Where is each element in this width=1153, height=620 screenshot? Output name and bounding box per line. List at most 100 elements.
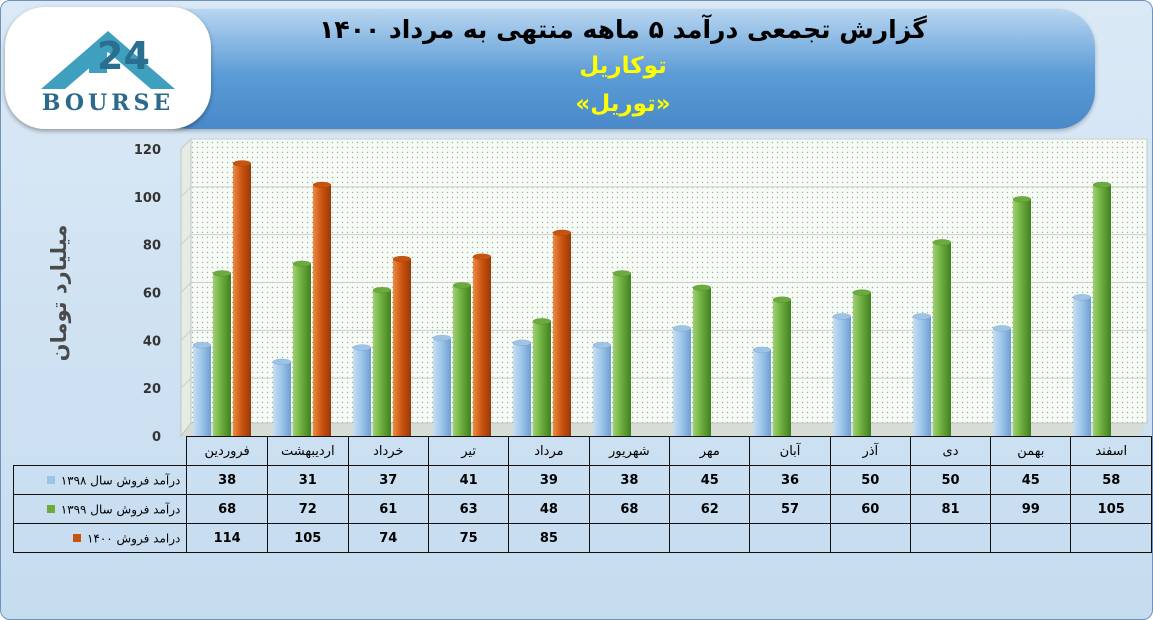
bar: [472, 253, 492, 436]
svg-text:24: 24: [97, 34, 150, 78]
data-label: 36: [749, 465, 831, 495]
bar-cap: [772, 296, 792, 303]
category-row: فروردین اردیبهشت خرداد تیر مرداد شهریور …: [13, 436, 1152, 466]
bar-cap: [532, 317, 552, 325]
data-label: 60: [829, 494, 911, 524]
bourse-logo-icon: 24 BOURSE: [41, 31, 175, 116]
legend-swatch: [46, 476, 55, 485]
category-label: دی: [909, 436, 992, 466]
bar: [192, 341, 212, 436]
bar-body: [313, 184, 331, 436]
bar-cap: [272, 358, 292, 366]
data-label: 48: [508, 494, 590, 524]
y-tick-label: 120: [134, 143, 161, 158]
category-label: آذر: [829, 436, 911, 466]
bar: [372, 286, 392, 436]
bar: [592, 341, 612, 436]
bar-cap: [212, 270, 232, 277]
bar-cap: [312, 181, 332, 189]
legend-text: درامد فروش ۱۴۰۰: [86, 531, 181, 546]
bar-cap: [932, 239, 952, 246]
data-label: 58: [1070, 465, 1152, 495]
data-label: 72: [266, 494, 349, 524]
chart-subtitle-1: توکاریل: [579, 53, 667, 79]
bar-cap: [472, 253, 492, 260]
bar-body: [513, 342, 531, 436]
legend-swatch: [46, 505, 55, 514]
data-label: [909, 523, 992, 553]
data-label: 41: [427, 465, 510, 495]
bar: [612, 270, 632, 436]
bar: [552, 229, 572, 436]
legend-swatch: [73, 534, 82, 543]
bar-cap: [432, 334, 452, 342]
bar: [392, 255, 412, 436]
bar-cap: [352, 344, 372, 351]
legend-entry-1400: درامد فروش ۱۴۰۰: [12, 523, 188, 553]
bar-cap: [692, 284, 712, 291]
bar: [832, 313, 852, 436]
legend-entry-1398: درآمد فروش سال ۱۳۹۸: [12, 465, 188, 495]
data-label: 114: [186, 523, 268, 553]
data-label: 68: [186, 494, 268, 524]
data-label: 45: [990, 465, 1072, 495]
bar-body: [373, 290, 391, 436]
y-tick-label: 40: [143, 334, 161, 349]
chart-floor: [181, 423, 1147, 436]
y-axis-label: میلیارد تومان: [47, 224, 71, 362]
data-label: 105: [1070, 494, 1152, 524]
y-tick-labels: 0 20 40 60 80 100 120: [134, 143, 161, 441]
bar-body: [1013, 199, 1031, 436]
logo-text: BOURSE: [42, 90, 174, 116]
bar-body: [393, 259, 411, 436]
bar: [672, 325, 692, 436]
bar: [432, 334, 452, 436]
bar-body: [533, 321, 551, 436]
bar: [752, 346, 772, 436]
gridline: [180, 329, 192, 341]
bar-body: [213, 273, 231, 436]
bar: [292, 260, 312, 436]
bar: [512, 339, 532, 436]
bar: [212, 270, 232, 436]
data-label: [749, 523, 831, 553]
bar-body: [773, 299, 791, 436]
bars: [192, 160, 1112, 436]
bar-body: [673, 328, 691, 436]
bar: [272, 358, 292, 436]
bar-body: [553, 232, 571, 436]
table-corner: [13, 436, 188, 466]
bar-cap: [592, 341, 612, 349]
bar-body: [693, 287, 711, 436]
data-label: 38: [186, 465, 268, 495]
legend-text: درآمد فروش سال ۱۳۹۸: [60, 473, 181, 488]
bar-body: [353, 347, 371, 436]
data-label: [829, 523, 911, 553]
bar-cap: [612, 270, 632, 277]
bar-cap: [392, 255, 412, 263]
bar: [1012, 195, 1032, 436]
bar-body: [433, 337, 451, 436]
bar: [692, 284, 712, 436]
bar-body: [833, 316, 851, 436]
category-label: خرداد: [347, 436, 430, 466]
category-label: اسفند: [1070, 436, 1152, 466]
category-label: مرداد: [508, 436, 590, 466]
data-label: [588, 523, 671, 553]
bar-cap: [1092, 181, 1112, 189]
data-label: 39: [508, 465, 590, 495]
y-tick-label: 0: [152, 430, 161, 441]
data-label: 50: [909, 465, 992, 495]
bar-body: [1073, 297, 1091, 436]
gridline: [180, 377, 192, 389]
bar-body: [293, 263, 311, 436]
bar: [1092, 181, 1112, 436]
bar-cap: [832, 313, 852, 320]
bar-cap: [852, 289, 872, 296]
data-table: فروردین اردیبهشت خرداد تیر مرداد شهریور …: [12, 436, 1152, 553]
bar-cap: [552, 229, 572, 236]
bar-cap: [192, 341, 212, 349]
bar-cap: [912, 313, 932, 320]
category-label: فروردین: [186, 436, 268, 466]
data-label: 45: [669, 465, 751, 495]
